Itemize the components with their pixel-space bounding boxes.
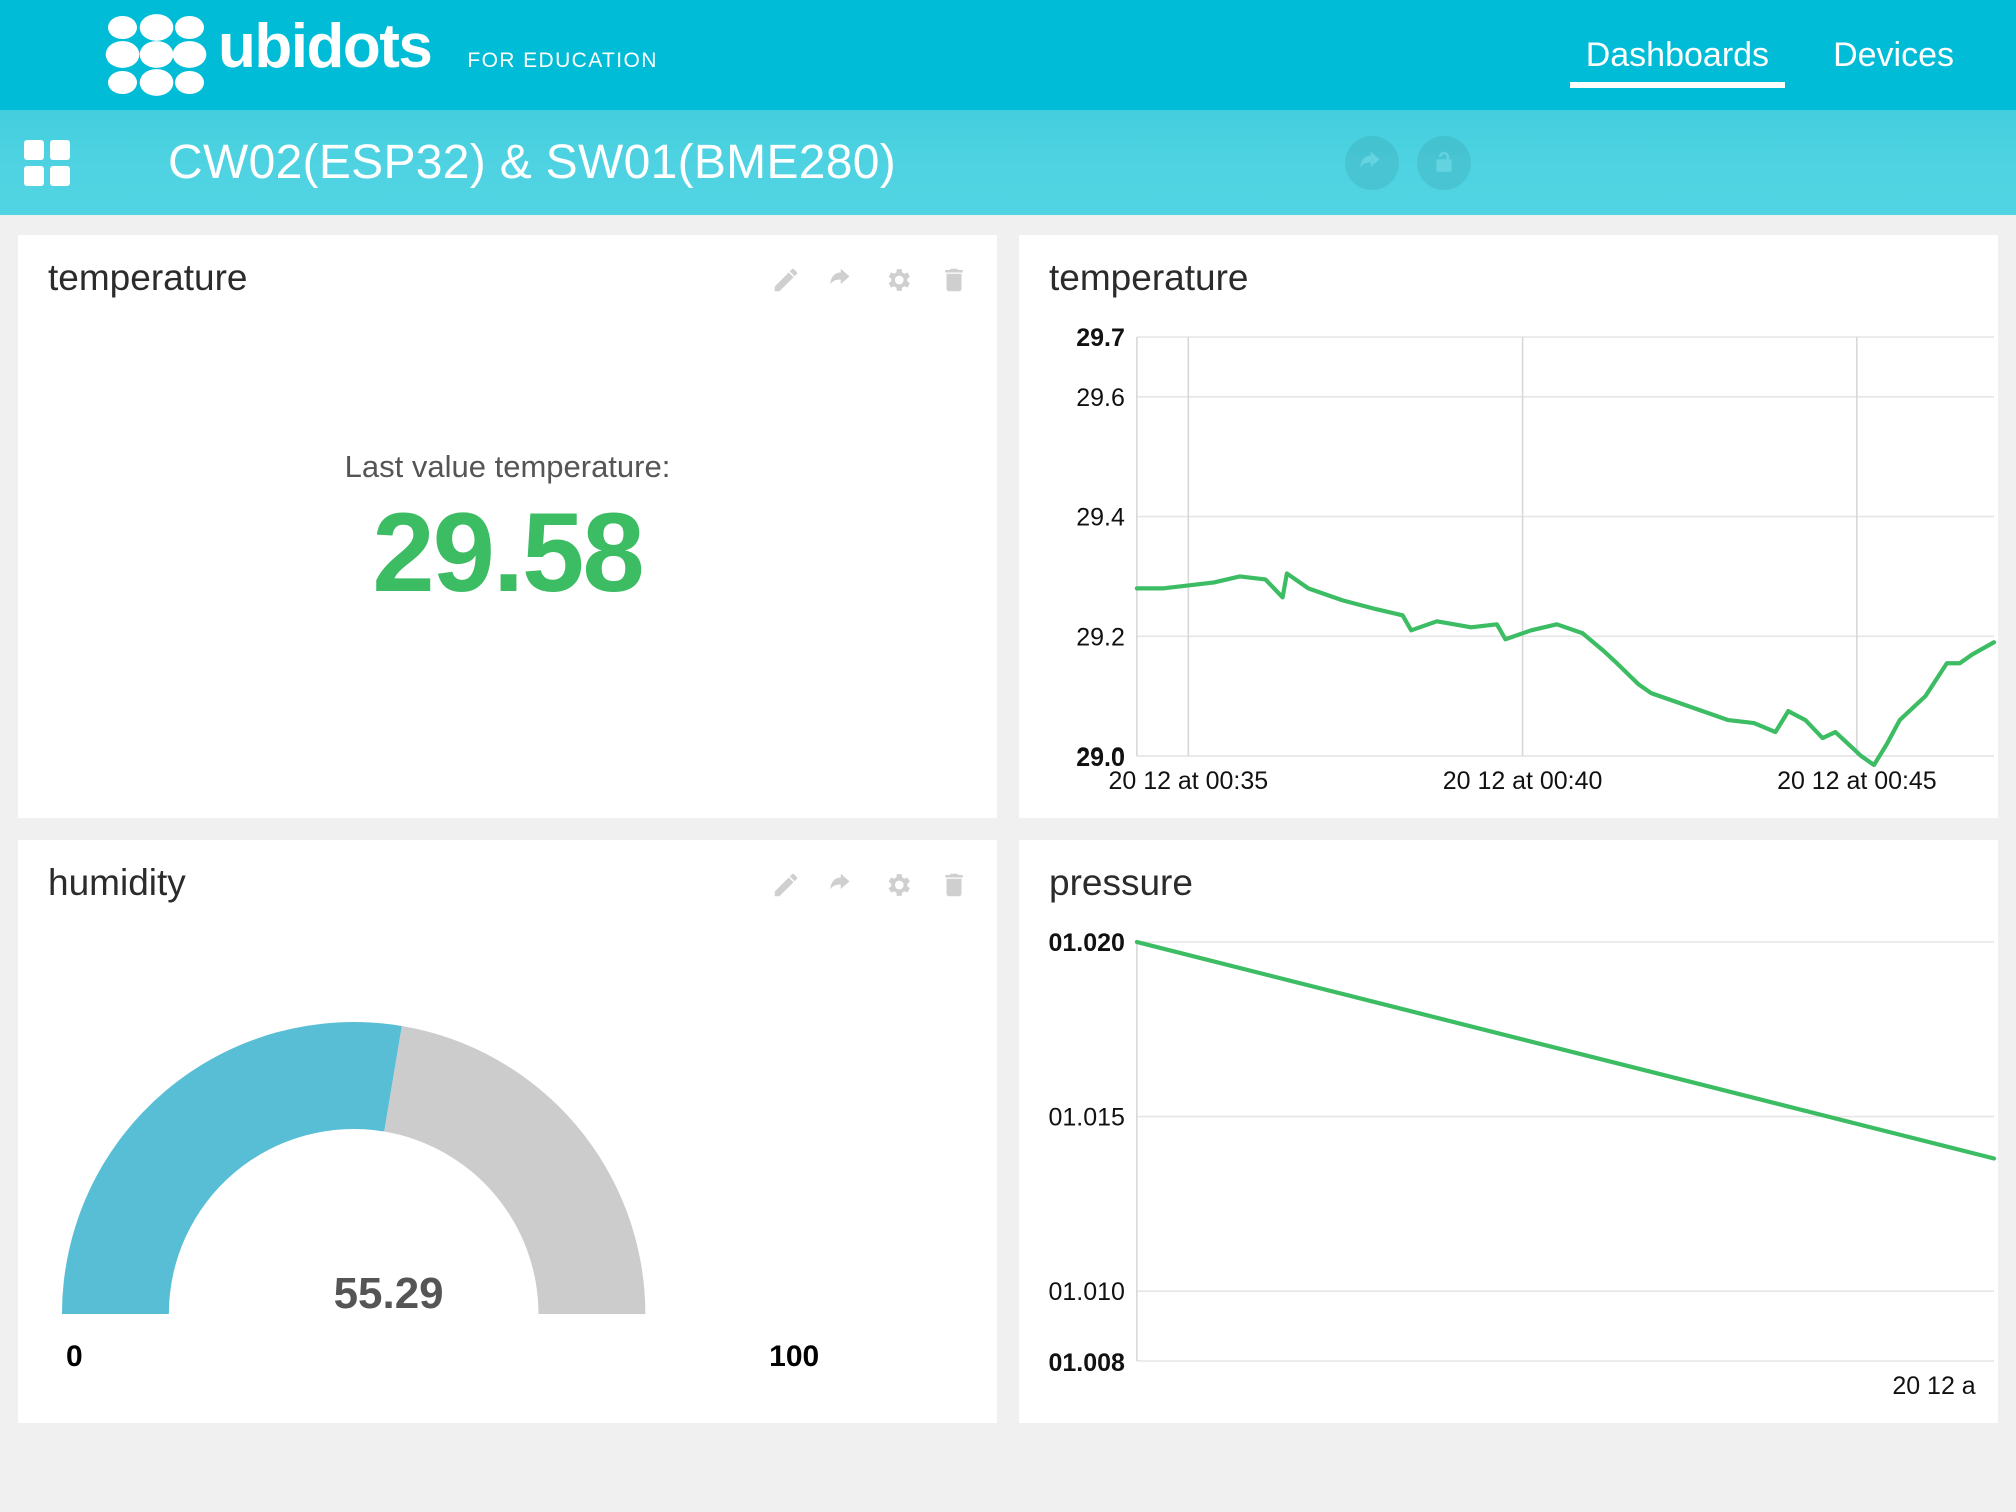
- widget-header: temperature: [18, 235, 997, 309]
- brand-wordmark: ubidots: [218, 12, 433, 81]
- svg-text:29.0: 29.0: [1076, 743, 1125, 771]
- svg-text:29.7: 29.7: [1076, 324, 1125, 352]
- widget-header: humidity: [18, 840, 997, 914]
- widget-title: humidity: [48, 862, 186, 903]
- trash-icon[interactable]: [939, 265, 969, 295]
- grid-menu-icon[interactable]: [24, 139, 70, 186]
- ubidots-dots-icon: [105, 14, 207, 96]
- gear-icon[interactable]: [883, 265, 913, 295]
- share-icon[interactable]: [827, 870, 857, 900]
- gauge-value-arc: [61, 1022, 402, 1314]
- trash-icon[interactable]: [939, 870, 969, 900]
- widget-toolbar: [771, 864, 969, 900]
- widget-title: temperature: [48, 257, 248, 298]
- nav-item-devices[interactable]: Devices: [1833, 35, 1954, 74]
- widget-toolbar: [771, 259, 969, 295]
- svg-text:29.6: 29.6: [1076, 384, 1125, 412]
- share-dashboard-button[interactable]: [1345, 135, 1399, 190]
- svg-text:01.020: 01.020: [1049, 929, 1125, 957]
- main-nav: Dashboards Devices: [1554, 0, 2016, 110]
- widget-humidity-gauge: humidity 55.29 0 100: [18, 840, 997, 1423]
- series-pressure: [1134, 939, 1997, 1161]
- humidity-gauge-display: 55.29 0 100: [18, 914, 997, 1423]
- widget-header: temperature: [1019, 235, 1998, 309]
- svg-text:01.008: 01.008: [1049, 1349, 1125, 1377]
- dashboard-title: CW02(ESP32) & SW01(BME280): [168, 136, 897, 189]
- gauge-value-text: 55.29: [334, 1269, 444, 1318]
- svg-text:29.2: 29.2: [1076, 623, 1125, 651]
- widget-pressure-chart: pressure 01.020 01.015 01.010 01.008 20 12 a: [1019, 840, 1998, 1423]
- gauge-min-label: 0: [66, 1340, 83, 1373]
- lock-dashboard-button[interactable]: [1417, 135, 1471, 190]
- svg-text:20 12 at 00:45: 20 12 at 00:45: [1777, 767, 1937, 795]
- gear-icon[interactable]: [883, 870, 913, 900]
- widget-temperature-chart: temperature 29.7 29.6 29.4 29.2 29.0 29.0 20 1…: [1019, 235, 1998, 818]
- svg-text:01.010: 01.010: [1049, 1278, 1125, 1306]
- svg-text:29.4: 29.4: [1076, 504, 1125, 532]
- dashboard-actions: [1345, 135, 2016, 190]
- share-icon: [1360, 151, 1380, 167]
- svg-text:20 12 a: 20 12 a: [1892, 1372, 1975, 1400]
- svg-text:01.015: 01.015: [1049, 1104, 1125, 1132]
- widget-title: pressure: [1049, 862, 1193, 903]
- top-navigation-bar: ubidots FOR EDUCATION Dashboards Devices: [0, 0, 2016, 110]
- pressure-line-chart[interactable]: 01.020 01.015 01.010 01.008 20 12 a: [1019, 914, 1998, 1423]
- dashboard-grid: temperature Last value temperature: 29.5…: [0, 215, 2016, 1443]
- pencil-icon[interactable]: [771, 265, 801, 295]
- brand-logo[interactable]: ubidots FOR EDUCATION: [0, 12, 658, 96]
- nav-item-dashboards[interactable]: Dashboards: [1554, 0, 1801, 110]
- widget-header: pressure: [1019, 840, 1998, 914]
- series-temperature: [1134, 571, 1997, 768]
- gauge-max-label: 100: [769, 1340, 819, 1373]
- dashboard-title-bar: CW02(ESP32) & SW01(BME280): [0, 110, 2016, 215]
- svg-text:20 12 at 00:40: 20 12 at 00:40: [1443, 767, 1603, 795]
- svg-text:20 12 at 00:35: 20 12 at 00:35: [1109, 767, 1269, 795]
- svg-text:29.0: 29.0: [1076, 744, 1125, 772]
- brand-tagline: FOR EDUCATION: [467, 49, 658, 72]
- share-icon[interactable]: [827, 265, 857, 295]
- last-value-display: Last value temperature: 29.58: [18, 309, 997, 818]
- widget-temperature-value: temperature Last value temperature: 29.5…: [18, 235, 997, 818]
- gauge-track-arc: [384, 1026, 646, 1314]
- unlock-icon: [1436, 151, 1452, 172]
- pencil-icon[interactable]: [771, 870, 801, 900]
- temperature-line-chart[interactable]: 29.7 29.6 29.4 29.2 29.0 29.0 20 12 at 00:35 20…: [1019, 309, 1998, 818]
- widget-title: temperature: [1049, 257, 1249, 298]
- last-value-number: 29.58: [372, 490, 644, 616]
- last-value-label: Last value temperature:: [344, 449, 671, 485]
